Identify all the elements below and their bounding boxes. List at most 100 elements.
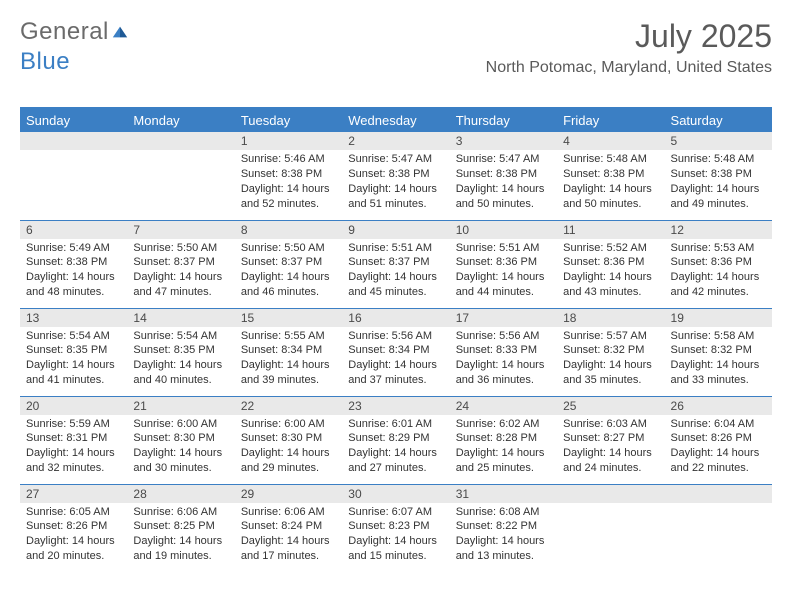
calendar-cell: 9Sunrise: 5:51 AMSunset: 8:37 PMDaylight…: [342, 220, 449, 308]
day-info: Sunrise: 5:52 AMSunset: 8:36 PMDaylight:…: [557, 239, 664, 302]
day-info: Sunrise: 5:50 AMSunset: 8:37 PMDaylight:…: [127, 239, 234, 302]
calendar-cell: 21Sunrise: 6:00 AMSunset: 8:30 PMDayligh…: [127, 396, 234, 484]
day-number: 23: [342, 397, 449, 415]
day-number: 24: [450, 397, 557, 415]
day-number: 17: [450, 309, 557, 327]
day-number: 30: [342, 485, 449, 503]
day-info: Sunrise: 5:46 AMSunset: 8:38 PMDaylight:…: [235, 150, 342, 213]
day-number-empty: [127, 132, 234, 150]
calendar-cell: 20Sunrise: 5:59 AMSunset: 8:31 PMDayligh…: [20, 396, 127, 484]
day-info: Sunrise: 5:56 AMSunset: 8:34 PMDaylight:…: [342, 327, 449, 390]
calendar-cell: [665, 484, 772, 572]
calendar-cell: 3Sunrise: 5:47 AMSunset: 8:38 PMDaylight…: [450, 132, 557, 220]
day-info: Sunrise: 5:59 AMSunset: 8:31 PMDaylight:…: [20, 415, 127, 478]
day-number: 15: [235, 309, 342, 327]
day-info: Sunrise: 6:03 AMSunset: 8:27 PMDaylight:…: [557, 415, 664, 478]
calendar-cell: 25Sunrise: 6:03 AMSunset: 8:27 PMDayligh…: [557, 396, 664, 484]
weekday-header: Thursday: [450, 109, 557, 132]
day-number: 20: [20, 397, 127, 415]
weekday-header: Saturday: [665, 109, 772, 132]
day-info: Sunrise: 6:02 AMSunset: 8:28 PMDaylight:…: [450, 415, 557, 478]
day-number: 21: [127, 397, 234, 415]
day-number: 25: [557, 397, 664, 415]
calendar-week-row: 13Sunrise: 5:54 AMSunset: 8:35 PMDayligh…: [20, 308, 772, 396]
day-info: Sunrise: 6:01 AMSunset: 8:29 PMDaylight:…: [342, 415, 449, 478]
calendar-cell: [127, 132, 234, 220]
calendar-cell: 24Sunrise: 6:02 AMSunset: 8:28 PMDayligh…: [450, 396, 557, 484]
calendar-cell: 4Sunrise: 5:48 AMSunset: 8:38 PMDaylight…: [557, 132, 664, 220]
day-number: 2: [342, 132, 449, 150]
calendar-header-row: SundayMondayTuesdayWednesdayThursdayFrid…: [20, 109, 772, 132]
calendar-cell: 26Sunrise: 6:04 AMSunset: 8:26 PMDayligh…: [665, 396, 772, 484]
logo: General: [20, 18, 131, 46]
day-info: Sunrise: 6:07 AMSunset: 8:23 PMDaylight:…: [342, 503, 449, 566]
day-info: Sunrise: 5:47 AMSunset: 8:38 PMDaylight:…: [342, 150, 449, 213]
calendar-cell: 27Sunrise: 6:05 AMSunset: 8:26 PMDayligh…: [20, 484, 127, 572]
day-number: 13: [20, 309, 127, 327]
day-info: Sunrise: 5:51 AMSunset: 8:37 PMDaylight:…: [342, 239, 449, 302]
day-info: Sunrise: 6:05 AMSunset: 8:26 PMDaylight:…: [20, 503, 127, 566]
calendar-cell: 19Sunrise: 5:58 AMSunset: 8:32 PMDayligh…: [665, 308, 772, 396]
day-info: Sunrise: 6:06 AMSunset: 8:25 PMDaylight:…: [127, 503, 234, 566]
day-number: 14: [127, 309, 234, 327]
calendar-cell: 29Sunrise: 6:06 AMSunset: 8:24 PMDayligh…: [235, 484, 342, 572]
day-number: 10: [450, 221, 557, 239]
day-info: Sunrise: 5:48 AMSunset: 8:38 PMDaylight:…: [665, 150, 772, 213]
calendar-cell: 22Sunrise: 6:00 AMSunset: 8:30 PMDayligh…: [235, 396, 342, 484]
logo-text-blue: Blue: [20, 48, 70, 75]
calendar-cell: 31Sunrise: 6:08 AMSunset: 8:22 PMDayligh…: [450, 484, 557, 572]
calendar-table: SundayMondayTuesdayWednesdayThursdayFrid…: [20, 109, 772, 572]
day-info: Sunrise: 6:04 AMSunset: 8:26 PMDaylight:…: [665, 415, 772, 478]
calendar-cell: 13Sunrise: 5:54 AMSunset: 8:35 PMDayligh…: [20, 308, 127, 396]
calendar-cell: 12Sunrise: 5:53 AMSunset: 8:36 PMDayligh…: [665, 220, 772, 308]
calendar-cell: [557, 484, 664, 572]
weekday-header: Monday: [127, 109, 234, 132]
calendar-cell: 1Sunrise: 5:46 AMSunset: 8:38 PMDaylight…: [235, 132, 342, 220]
header: General July 2025 North Potomac, Marylan…: [20, 18, 772, 77]
day-number: 26: [665, 397, 772, 415]
calendar-cell: 18Sunrise: 5:57 AMSunset: 8:32 PMDayligh…: [557, 308, 664, 396]
day-info: Sunrise: 5:56 AMSunset: 8:33 PMDaylight:…: [450, 327, 557, 390]
day-number: 1: [235, 132, 342, 150]
calendar-cell: 30Sunrise: 6:07 AMSunset: 8:23 PMDayligh…: [342, 484, 449, 572]
day-info: Sunrise: 5:53 AMSunset: 8:36 PMDaylight:…: [665, 239, 772, 302]
day-number: 27: [20, 485, 127, 503]
day-info: Sunrise: 6:00 AMSunset: 8:30 PMDaylight:…: [127, 415, 234, 478]
logo-line2: Blue: [20, 48, 70, 76]
calendar-cell: 11Sunrise: 5:52 AMSunset: 8:36 PMDayligh…: [557, 220, 664, 308]
day-info: Sunrise: 5:54 AMSunset: 8:35 PMDaylight:…: [20, 327, 127, 390]
day-number: 16: [342, 309, 449, 327]
day-number: 11: [557, 221, 664, 239]
calendar-cell: 10Sunrise: 5:51 AMSunset: 8:36 PMDayligh…: [450, 220, 557, 308]
weekday-header: Wednesday: [342, 109, 449, 132]
day-number: 3: [450, 132, 557, 150]
day-number: 7: [127, 221, 234, 239]
day-number: 4: [557, 132, 664, 150]
calendar-cell: 14Sunrise: 5:54 AMSunset: 8:35 PMDayligh…: [127, 308, 234, 396]
weekday-header: Tuesday: [235, 109, 342, 132]
calendar-week-row: 20Sunrise: 5:59 AMSunset: 8:31 PMDayligh…: [20, 396, 772, 484]
day-number: 19: [665, 309, 772, 327]
day-number: 9: [342, 221, 449, 239]
location: North Potomac, Maryland, United States: [486, 59, 772, 77]
day-info: Sunrise: 6:06 AMSunset: 8:24 PMDaylight:…: [235, 503, 342, 566]
calendar-body: 1Sunrise: 5:46 AMSunset: 8:38 PMDaylight…: [20, 132, 772, 572]
calendar-cell: 2Sunrise: 5:47 AMSunset: 8:38 PMDaylight…: [342, 132, 449, 220]
calendar-cell: [20, 132, 127, 220]
calendar-cell: 7Sunrise: 5:50 AMSunset: 8:37 PMDaylight…: [127, 220, 234, 308]
day-info: Sunrise: 5:47 AMSunset: 8:38 PMDaylight:…: [450, 150, 557, 213]
calendar-cell: 28Sunrise: 6:06 AMSunset: 8:25 PMDayligh…: [127, 484, 234, 572]
day-number: 6: [20, 221, 127, 239]
day-info: Sunrise: 5:50 AMSunset: 8:37 PMDaylight:…: [235, 239, 342, 302]
calendar-week-row: 6Sunrise: 5:49 AMSunset: 8:38 PMDaylight…: [20, 220, 772, 308]
day-number-empty: [665, 485, 772, 503]
day-number: 12: [665, 221, 772, 239]
day-number: 29: [235, 485, 342, 503]
day-number-empty: [20, 132, 127, 150]
day-info: Sunrise: 5:57 AMSunset: 8:32 PMDaylight:…: [557, 327, 664, 390]
weekday-header: Sunday: [20, 109, 127, 132]
day-info: Sunrise: 6:08 AMSunset: 8:22 PMDaylight:…: [450, 503, 557, 566]
day-number: 18: [557, 309, 664, 327]
calendar-cell: 6Sunrise: 5:49 AMSunset: 8:38 PMDaylight…: [20, 220, 127, 308]
day-info: Sunrise: 5:58 AMSunset: 8:32 PMDaylight:…: [665, 327, 772, 390]
